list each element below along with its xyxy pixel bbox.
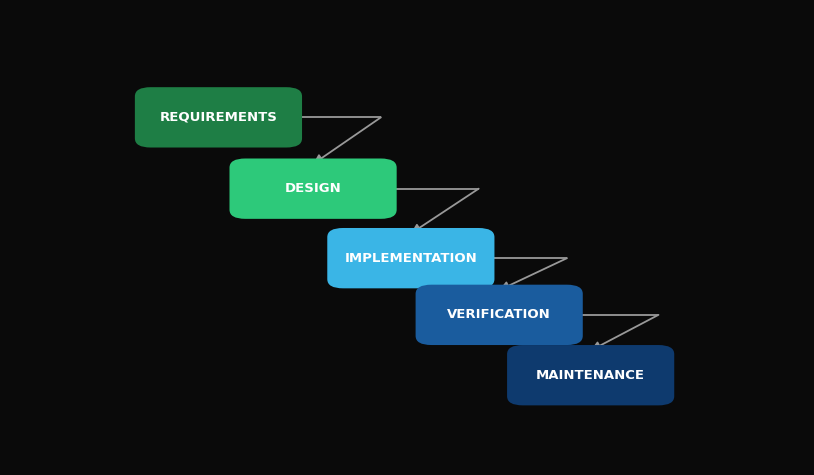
FancyBboxPatch shape — [135, 87, 302, 148]
FancyBboxPatch shape — [416, 285, 583, 345]
Text: IMPLEMENTATION: IMPLEMENTATION — [344, 252, 477, 265]
Text: REQUIREMENTS: REQUIREMENTS — [160, 111, 278, 124]
Text: VERIFICATION: VERIFICATION — [448, 308, 551, 322]
Text: DESIGN: DESIGN — [285, 182, 341, 195]
FancyBboxPatch shape — [230, 159, 396, 219]
FancyBboxPatch shape — [327, 228, 494, 288]
Text: MAINTENANCE: MAINTENANCE — [536, 369, 646, 382]
FancyBboxPatch shape — [507, 345, 674, 405]
